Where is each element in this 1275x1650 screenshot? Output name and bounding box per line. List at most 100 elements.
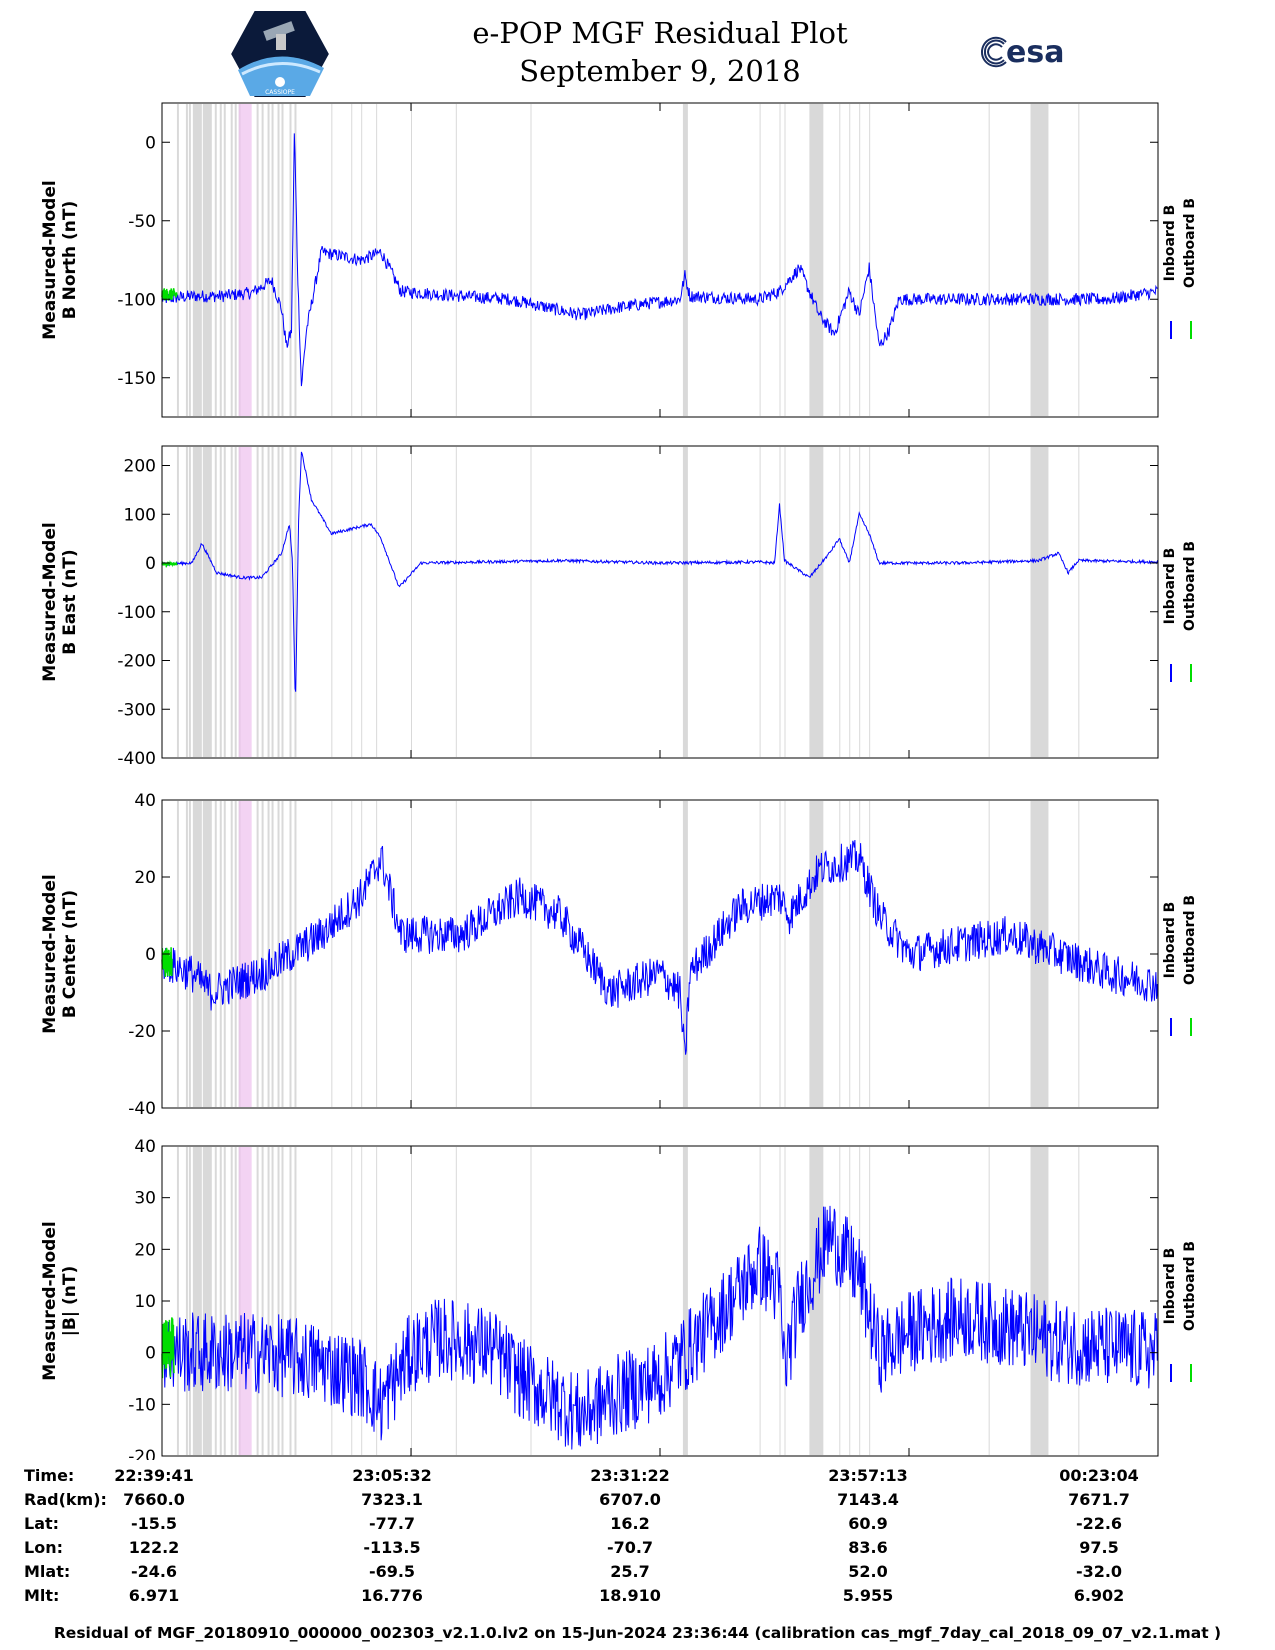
y-axis-label: Measured-Model bbox=[40, 522, 60, 681]
gap-band bbox=[219, 104, 222, 416]
gap-band bbox=[202, 1147, 212, 1455]
gap-band bbox=[223, 1147, 226, 1455]
gap-band bbox=[294, 104, 297, 416]
gap-band bbox=[188, 1147, 191, 1455]
outboard-series-line bbox=[161, 1317, 175, 1379]
gap-band bbox=[779, 801, 781, 1107]
y-tick-label: -20 bbox=[128, 1447, 156, 1460]
inboard-series-line bbox=[161, 1205, 1159, 1450]
info-label: Rad(km): bbox=[24, 1490, 107, 1509]
legend-label: Outboard B bbox=[1182, 1241, 1198, 1331]
info-cell: -113.5 bbox=[363, 1538, 421, 1557]
gap-band bbox=[351, 1147, 353, 1455]
orbit-info-table: Time: 22:39:41 23:05:32 23:31:22 23:57:1… bbox=[20, 1466, 1250, 1616]
gap-band bbox=[230, 801, 233, 1107]
gap-band bbox=[682, 447, 688, 757]
gap-band bbox=[988, 801, 990, 1107]
info-cell: -70.7 bbox=[606, 1538, 654, 1557]
gap-band bbox=[759, 447, 761, 757]
gap-band bbox=[784, 801, 786, 1107]
gap-band bbox=[682, 801, 688, 1107]
inboard-series-line bbox=[161, 839, 1159, 1055]
plot-frame bbox=[161, 102, 1159, 418]
gap-band bbox=[234, 801, 237, 1107]
y-tick-label: -40 bbox=[128, 1099, 156, 1119]
gap-band bbox=[455, 104, 457, 416]
gap-band bbox=[779, 447, 781, 757]
gap-band bbox=[1030, 104, 1049, 416]
gap-band bbox=[271, 104, 274, 416]
info-cell: 00:23:04 bbox=[1059, 1466, 1139, 1485]
gap-band bbox=[261, 104, 264, 416]
y-tick-label: -10 bbox=[128, 1395, 156, 1415]
cassiope-logo-text: CASSIOPE bbox=[265, 89, 295, 96]
gap-band bbox=[849, 1147, 851, 1455]
gap-band bbox=[455, 1147, 457, 1455]
info-row-mlat: Mlat: -24.6 -69.5 25.7 52.0 -32.0 bbox=[20, 1562, 1250, 1586]
gap-band bbox=[192, 1147, 202, 1455]
gap-band bbox=[809, 104, 824, 416]
info-cell: 7143.4 bbox=[837, 1490, 899, 1509]
gap-band bbox=[809, 801, 824, 1107]
gap-band bbox=[185, 1147, 188, 1455]
gap-band bbox=[219, 447, 222, 757]
y-tick-label: 30 bbox=[134, 1189, 156, 1209]
gap-band bbox=[809, 447, 824, 757]
gap-band bbox=[869, 104, 871, 416]
pink-band bbox=[238, 801, 252, 1107]
gap-band bbox=[289, 447, 292, 757]
gap-band bbox=[185, 801, 188, 1107]
plot-frame bbox=[161, 1145, 1159, 1457]
gap-band bbox=[859, 447, 861, 757]
y-tick-label: -100 bbox=[117, 603, 156, 623]
panel-center: 40 20 0 -20 -40 Measured-Model B Center (nT) In… bbox=[40, 791, 1198, 1119]
gap-band bbox=[214, 104, 217, 416]
gap-band bbox=[256, 801, 259, 1107]
gap-band bbox=[214, 801, 217, 1107]
gap-band bbox=[234, 447, 237, 757]
gap-band bbox=[784, 104, 786, 416]
gap-band bbox=[261, 801, 264, 1107]
y-tick-label: 20 bbox=[134, 868, 156, 888]
gap-band bbox=[809, 1147, 824, 1455]
gap-band bbox=[176, 104, 179, 416]
info-cell: 7323.1 bbox=[361, 1490, 423, 1509]
gap-band bbox=[192, 801, 202, 1107]
info-row-mlt: Mlt: 6.971 16.776 18.910 5.955 6.902 bbox=[20, 1586, 1250, 1610]
info-cell: 16.776 bbox=[361, 1586, 423, 1605]
gap-band bbox=[331, 1147, 333, 1455]
info-cell: 23:05:32 bbox=[352, 1466, 432, 1485]
gap-band bbox=[202, 801, 212, 1107]
info-cell: 6.971 bbox=[128, 1586, 180, 1605]
gap-band bbox=[188, 447, 191, 757]
gap-band bbox=[682, 104, 688, 416]
gap-band bbox=[277, 801, 280, 1107]
legend-label: Outboard B bbox=[1182, 895, 1198, 985]
y-tick-label: -400 bbox=[117, 749, 156, 769]
gap-band bbox=[223, 447, 226, 757]
plot-frame bbox=[161, 445, 1159, 759]
gap-band bbox=[361, 447, 363, 757]
info-cell: -15.5 bbox=[130, 1514, 178, 1533]
esa-logo-text: esa bbox=[1006, 35, 1064, 70]
gap-band bbox=[849, 104, 851, 416]
gap-band bbox=[267, 447, 270, 757]
gap-band bbox=[759, 104, 761, 416]
gap-band bbox=[331, 447, 333, 757]
gap-band bbox=[859, 801, 861, 1107]
info-cell: -32.0 bbox=[1075, 1562, 1123, 1581]
y-tick-label: 40 bbox=[134, 1137, 156, 1157]
gap-band bbox=[988, 104, 990, 416]
y-tick-label: 10 bbox=[134, 1292, 156, 1312]
inboard-series-line bbox=[161, 133, 1159, 387]
y-axis-label: Measured-Model bbox=[40, 1221, 60, 1380]
legend-label: Outboard B bbox=[1182, 198, 1198, 288]
info-cell: 23:57:13 bbox=[828, 1466, 908, 1485]
gap-band bbox=[281, 447, 284, 757]
gap-band bbox=[331, 104, 333, 416]
gap-band bbox=[214, 1147, 217, 1455]
info-label: Lat: bbox=[24, 1514, 60, 1533]
gap-band bbox=[271, 1147, 274, 1455]
gap-band bbox=[289, 104, 292, 416]
gap-band bbox=[234, 104, 237, 416]
